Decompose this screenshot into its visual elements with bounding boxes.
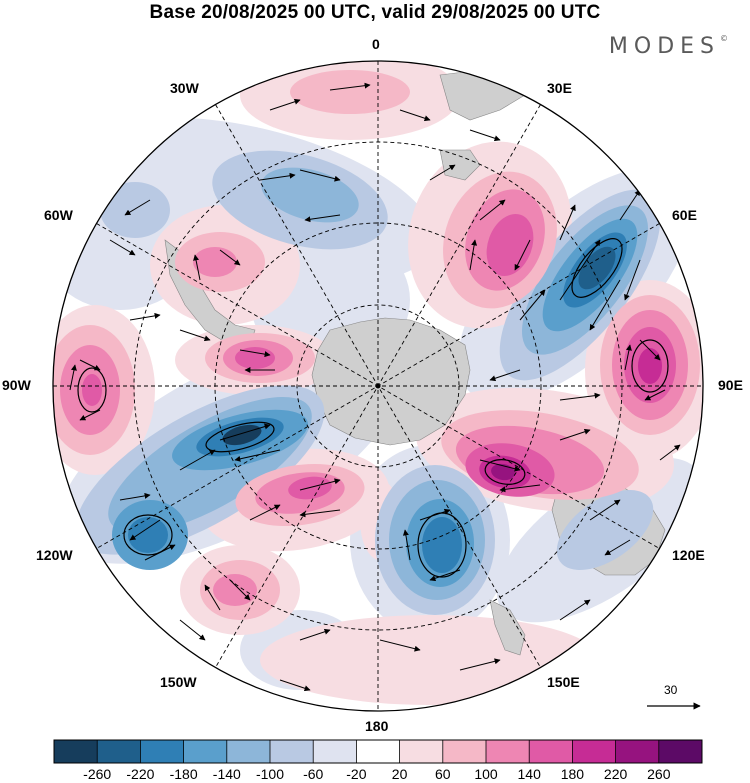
madagascar: [439, 149, 481, 181]
lon-label-60e: 60E: [672, 207, 697, 223]
lon-label-90w: 90W: [2, 377, 31, 393]
map-border: [52, 60, 704, 712]
colorbar-label: 220: [603, 766, 628, 782]
colorbar-swatch: [270, 740, 314, 763]
lon-label-60w: 60W: [44, 207, 73, 223]
anomaly-cores: [53, 70, 700, 620]
colorbar-label: -220: [126, 766, 155, 782]
colorbar-swatch: [183, 740, 228, 763]
contours: [77, 238, 669, 578]
colorbar-label: -60: [303, 766, 324, 782]
colorbar-label: 20: [391, 766, 408, 782]
colorbar-frame: [53, 739, 703, 764]
colorbar-swatch: [658, 740, 703, 763]
colorbar-label: 60: [435, 766, 451, 782]
lon-label-150w: 150W: [160, 674, 197, 690]
lon-label-180: 180: [365, 718, 389, 734]
colorbar-swatch: [399, 740, 444, 763]
lon-label-90e: 90E: [718, 377, 743, 393]
colorbar-label: 260: [647, 766, 671, 782]
colorbar-swatch: [54, 740, 98, 763]
map-disk: [53, 61, 703, 711]
south-pole-marker: [375, 383, 381, 389]
colorbar-label: -260: [83, 766, 112, 782]
colorbar-swatch: [356, 740, 400, 763]
wind-vectors: [69, 82, 681, 692]
colorbar-swatch: [486, 740, 530, 763]
colorbar-swatch: [529, 740, 573, 763]
brand-copyright-mark: ©: [720, 33, 728, 43]
lon-label-0: 0: [372, 36, 380, 52]
lon-label-120e: 120E: [672, 547, 705, 563]
colorbar-swatch: [140, 740, 184, 763]
lon-label-150e: 150E: [547, 674, 580, 690]
lon-label-30w: 30W: [170, 80, 199, 96]
colorbar-label: 100: [474, 766, 498, 782]
modes-logo: MODES©: [609, 34, 728, 59]
chart-title: Base 20/08/2025 00 UTC, valid 29/08/2025…: [149, 2, 601, 23]
colorbar-swatch: [97, 740, 141, 763]
colorbar-swatch: [572, 740, 616, 763]
new-zealand: [489, 599, 526, 656]
lon-label-120w: 120W: [36, 547, 73, 563]
colorbar-swatch: [615, 740, 660, 763]
colorbar-label: 180: [560, 766, 585, 782]
brand-text: MODES: [608, 34, 720, 59]
colorbar-swatch: [442, 740, 487, 763]
lon-label-30e: 30E: [547, 80, 572, 96]
colorbar-swatch: [313, 740, 357, 763]
colorbar-label: -20: [346, 766, 367, 782]
colorbar-swatch: [226, 740, 271, 763]
reference-vector-label: 30: [664, 683, 678, 697]
colorbar-label: -180: [169, 766, 198, 782]
colorbar-label: -140: [212, 766, 241, 782]
colorbar: [53, 739, 703, 764]
colorbar-label: -100: [255, 766, 285, 782]
colorbar-label: 140: [517, 766, 541, 782]
